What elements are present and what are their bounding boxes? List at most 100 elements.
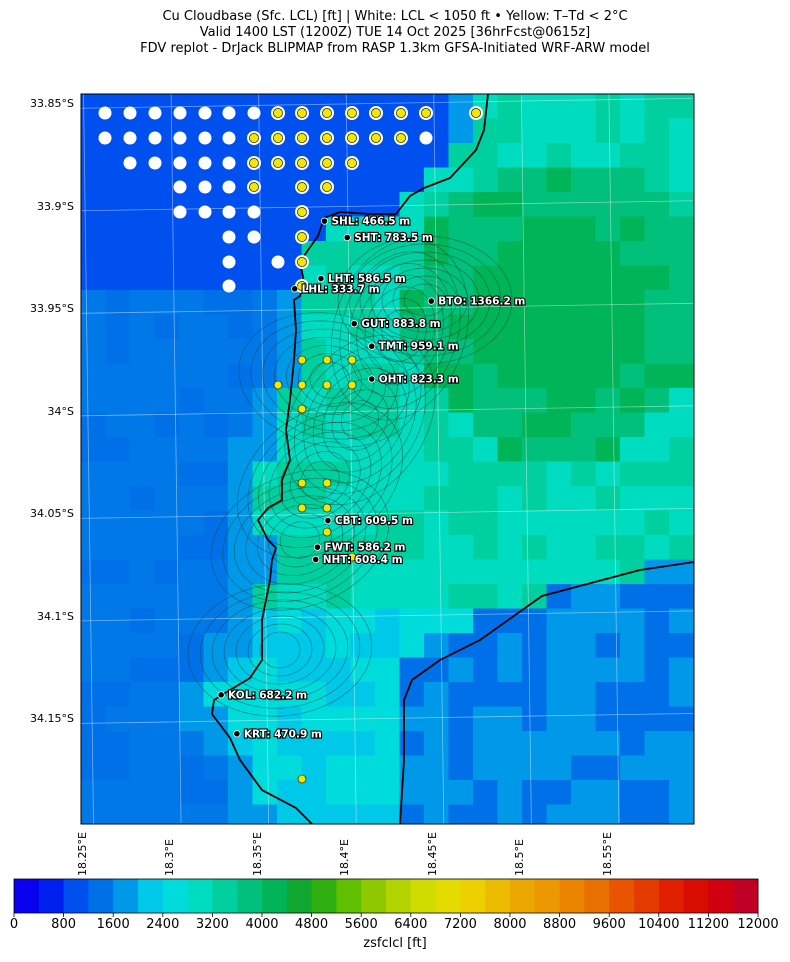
map-title-line3: FDV replot - DrJack BLIPMAP from RASP 1.…: [140, 41, 650, 56]
white-lcl-marker: [222, 230, 236, 244]
yellow-lcl-marker: [249, 133, 259, 143]
lat-tick-label: 34°S: [47, 404, 74, 418]
yellow-lcl-marker: [322, 108, 332, 118]
colorbar-tick-label: 8000: [493, 917, 527, 932]
yellow-lcl-marker: [322, 133, 332, 143]
colorbar-swatch: [212, 879, 238, 913]
yellow-lcl-marker: [421, 108, 431, 118]
white-lcl-marker: [222, 279, 236, 293]
yellow-lcl-marker: [297, 158, 307, 168]
lcl-grid: [81, 94, 694, 824]
lon-tick-label: 18.3°E: [163, 839, 177, 876]
yellow-lcl-marker: [297, 108, 307, 118]
lon-tick-label: 18.4°E: [338, 839, 352, 876]
terrain-contours: [187, 235, 513, 717]
colorbar-tick-label: 8800: [543, 917, 577, 932]
colorbar-tick-label: 4800: [295, 917, 329, 932]
white-lcl-marker: [123, 106, 137, 120]
white-lcl-marker: [123, 156, 137, 170]
colorbar-title: zsfclcl [ft]: [363, 936, 427, 951]
lon-tick-label: 18.45°E: [425, 832, 439, 876]
station-bto: BTO: 1366.2 m: [427, 295, 527, 309]
colorbar-swatch: [559, 879, 585, 913]
white-lcl-marker: [222, 205, 236, 219]
lcl-markers: [98, 106, 483, 784]
white-lcl-marker: [222, 255, 236, 269]
station-dot: [217, 691, 225, 699]
station-dot: [312, 555, 320, 564]
yellow-lcl-marker: [347, 355, 357, 365]
colorbar-swatch: [138, 879, 164, 913]
white-lcl-marker: [148, 131, 162, 145]
yellow-lcl-marker: [371, 133, 381, 143]
station-label: KRT: 470.9 m: [244, 728, 322, 740]
yellow-lcl-marker: [297, 478, 307, 488]
colorbar-swatch: [286, 879, 312, 913]
yellow-lcl-marker: [347, 380, 357, 390]
white-lcl-marker: [173, 156, 187, 170]
yellow-lcl-marker: [249, 182, 259, 192]
lon-tick-label: 18.5°E: [513, 839, 527, 876]
colorbar-swatch: [63, 879, 89, 913]
colorbar-tick-label: 9600: [592, 917, 626, 932]
yellow-lcl-marker: [396, 133, 406, 143]
colorbar-swatch: [510, 879, 536, 913]
white-lcl-marker: [173, 205, 187, 219]
station-dot: [291, 285, 299, 293]
lat-tick-label: 34.15°S: [30, 712, 74, 726]
colorbar-swatch: [38, 879, 64, 913]
yellow-lcl-marker: [297, 281, 307, 291]
colorbar-swatch: [658, 879, 684, 913]
station-label: GUT: 883.8 m: [361, 318, 440, 330]
colorbar-swatch: [460, 879, 486, 913]
white-lcl-marker: [98, 106, 112, 120]
station-dot: [233, 730, 241, 738]
yellow-lcl-marker: [322, 527, 332, 537]
white-lcl-marker: [222, 156, 236, 170]
yellow-lcl-marker: [322, 380, 332, 390]
colorbar-swatch: [113, 879, 139, 913]
station-dot: [317, 274, 325, 283]
yellow-lcl-marker: [273, 158, 283, 168]
white-lcl-marker: [173, 106, 187, 120]
colorbar: [13, 878, 759, 917]
lon-tick-label: 18.55°E: [600, 832, 614, 876]
white-lcl-marker: [271, 255, 285, 269]
station-oht: OHT: 823.3 m: [368, 372, 460, 387]
yellow-lcl-marker: [396, 108, 406, 118]
station-dot: [324, 516, 332, 525]
white-lcl-marker: [198, 131, 212, 145]
station-lhl: LHL: 333.7 m: [291, 282, 381, 296]
yellow-lcl-marker: [371, 108, 381, 118]
station-dot: [320, 217, 329, 225]
white-lcl-marker: [419, 131, 433, 145]
colorbar-tick-label: 6400: [394, 917, 428, 932]
white-lcl-marker: [173, 131, 187, 145]
white-lcl-marker: [198, 156, 212, 170]
station-dot: [368, 375, 376, 383]
yellow-lcl-marker: [297, 404, 307, 414]
colorbar-swatch: [336, 879, 362, 913]
colorbar-swatch: [534, 879, 560, 913]
station-nht: NHT: 608.4 m: [312, 553, 404, 567]
yellow-lcl-marker: [273, 133, 283, 143]
colorbar-tick-label: 5600: [344, 917, 378, 932]
white-lcl-marker: [247, 106, 261, 120]
white-lcl-marker: [173, 180, 187, 194]
yellow-lcl-marker: [322, 503, 332, 513]
lon-tick-label: 18.35°E: [250, 832, 264, 876]
colorbar-swatch: [187, 879, 213, 913]
colorbar-swatch: [683, 879, 709, 913]
colorbar-tick-label: 2400: [146, 917, 180, 932]
white-lcl-marker: [222, 106, 236, 120]
yellow-lcl-marker: [273, 380, 283, 390]
white-lcl-marker: [98, 131, 112, 145]
yellow-lcl-marker: [297, 182, 307, 192]
station-layer: SHL: 466.5 m SHT: 783.5 m LHT: 586.5 mLHL:…: [217, 215, 527, 741]
station-fwt: FWT: 586.2 m: [313, 541, 407, 555]
white-lcl-marker: [198, 106, 212, 120]
station-label: NHT: 608.4 m: [323, 554, 403, 566]
colorbar-swatch: [162, 879, 188, 913]
graticule: [81, 94, 694, 824]
